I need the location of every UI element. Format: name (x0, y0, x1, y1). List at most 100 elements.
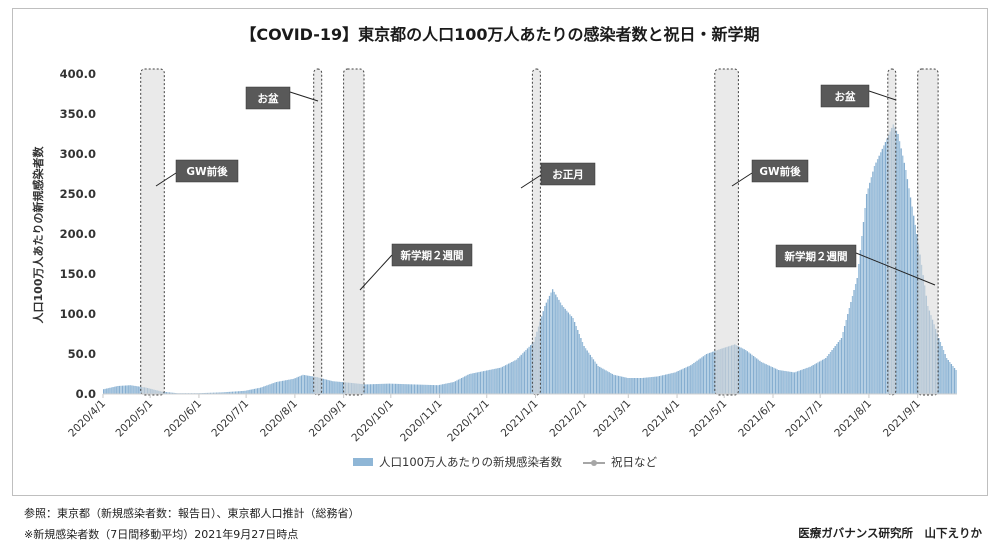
bar (674, 372, 676, 394)
bar (220, 392, 223, 394)
bar (286, 379, 288, 394)
bar (544, 306, 546, 394)
bar (410, 384, 413, 394)
bar (300, 375, 303, 394)
bar (280, 381, 282, 394)
bar (573, 322, 576, 394)
bar (216, 392, 218, 394)
bar (577, 330, 579, 394)
bar (905, 170, 907, 394)
bar (696, 360, 698, 394)
bar (638, 378, 640, 394)
bar (570, 316, 573, 394)
bar (238, 391, 240, 394)
bar (942, 350, 945, 394)
bar (396, 383, 398, 394)
bar (413, 384, 416, 394)
bar (223, 392, 226, 394)
bar (785, 371, 788, 394)
bar (770, 366, 772, 394)
bar (625, 377, 628, 394)
x-tick-label: 2021/1/1 (499, 398, 541, 440)
bar (103, 389, 105, 394)
bar (385, 383, 387, 394)
bar (402, 384, 405, 394)
bar (814, 364, 816, 394)
bar (365, 384, 367, 394)
bar (818, 361, 821, 394)
bar (553, 291, 555, 394)
bar (139, 386, 141, 394)
bar (752, 356, 755, 394)
bar (688, 365, 690, 394)
bar (421, 384, 424, 394)
bar (520, 354, 522, 394)
bar (470, 373, 472, 394)
bar (106, 388, 108, 394)
legend-entry-bar: 人口100万人あたりの新規感染者数 (379, 455, 562, 469)
bar (702, 356, 705, 394)
bar (261, 387, 263, 394)
bar (481, 371, 483, 394)
x-tick-label: 2020/5/1 (113, 398, 155, 440)
bar (322, 378, 325, 394)
bar (423, 384, 425, 394)
bar (898, 141, 901, 394)
bar (379, 383, 381, 394)
bar (340, 381, 342, 394)
bar (484, 370, 486, 394)
bar (580, 338, 582, 394)
bar (884, 142, 887, 394)
bar (550, 292, 552, 394)
bar (263, 386, 265, 394)
bar (847, 314, 849, 394)
bar (460, 378, 463, 394)
bar (677, 370, 679, 394)
bar (173, 392, 175, 394)
method-note: ※新規感染者数（7日間移動平均）2021年9月27日時点 (24, 528, 299, 541)
bar (255, 388, 257, 394)
bar (212, 392, 215, 394)
bar (525, 350, 527, 394)
bar (873, 166, 876, 394)
bar (252, 389, 254, 394)
bar (817, 362, 819, 394)
bar (829, 352, 832, 394)
bar (387, 383, 389, 394)
bar (636, 378, 639, 394)
bar (247, 390, 249, 394)
bar (825, 358, 827, 394)
bar (944, 354, 946, 394)
bar (858, 264, 860, 394)
x-tick-label: 2021/9/1 (881, 398, 923, 440)
bar (614, 375, 617, 394)
bar (451, 382, 453, 394)
bar (230, 391, 232, 394)
bar (121, 385, 124, 394)
bar (454, 381, 456, 394)
bar (231, 391, 234, 394)
bar (599, 366, 601, 394)
x-tick-label: 2021/3/1 (592, 398, 634, 440)
bar (621, 376, 623, 394)
bar (707, 353, 709, 394)
bar (369, 384, 372, 394)
x-tick-label: 2020/4/1 (66, 398, 108, 440)
bar (800, 370, 802, 394)
bar (376, 384, 378, 394)
bar (861, 236, 863, 394)
bar (234, 391, 237, 394)
bar (291, 379, 293, 394)
bar (168, 392, 171, 394)
bar (902, 155, 904, 394)
bar (913, 215, 915, 394)
bar (803, 369, 805, 394)
bar (333, 381, 336, 394)
bar (208, 392, 210, 394)
legend-bar-swatch (353, 458, 373, 466)
bar (459, 378, 461, 394)
holiday-period-box (887, 68, 897, 396)
callout-box (245, 86, 291, 110)
bar (489, 369, 491, 394)
